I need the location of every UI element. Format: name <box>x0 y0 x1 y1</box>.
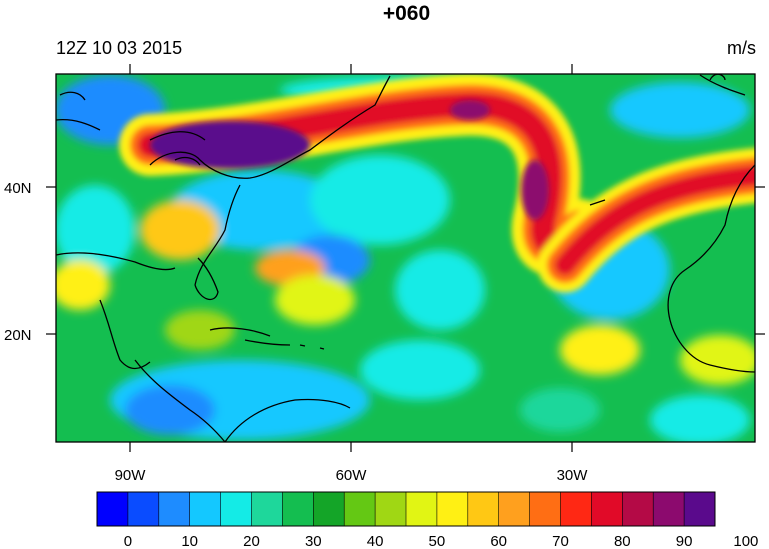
colorbar-swatch <box>97 492 129 526</box>
colorbar-swatch <box>560 492 592 526</box>
map-frame <box>55 73 756 443</box>
colorbar-swatch <box>344 492 376 526</box>
units-label: m/s <box>727 38 756 58</box>
map-title: +060 <box>382 2 431 25</box>
lon-label-60w: 60W <box>336 467 368 484</box>
wind-speed-field <box>56 74 755 442</box>
lon-label-30w: 30W <box>557 467 589 484</box>
colorbar-label: 40 <box>367 533 384 549</box>
colorbar-label: 100 <box>733 533 758 549</box>
valid-time: 12Z 10 03 2015 <box>56 38 183 58</box>
colorbar-swatch <box>406 492 438 526</box>
axis-ticks <box>46 64 765 452</box>
colorbar-swatch <box>127 492 160 526</box>
colorbar-swatch <box>529 492 561 526</box>
lat-label-20n: 20N <box>4 327 32 344</box>
colorbar-swatch <box>684 492 716 526</box>
colorbar-swatch <box>498 492 531 526</box>
colorbar-label: 0 <box>124 533 132 549</box>
lat-label-40n: 40N <box>4 180 32 197</box>
colorbar-swatch <box>220 492 252 526</box>
lon-label-90w: 90W <box>115 467 147 484</box>
colorbar-labels: 0 10 20 30 40 50 60 70 80 90 100 <box>124 533 759 549</box>
colorbar-swatch <box>251 492 283 526</box>
coastlines <box>56 74 755 442</box>
colorbar-swatch <box>622 492 654 526</box>
colorbar-label: 50 <box>429 533 446 549</box>
colorbar-swatch <box>653 492 685 526</box>
colorbar-swatch <box>467 492 500 526</box>
colorbar-label: 90 <box>676 533 693 549</box>
colorbar-swatch <box>591 492 623 526</box>
colorbar-swatch <box>375 492 407 526</box>
colorbar-swatch <box>189 492 222 526</box>
colorbar-swatch <box>158 492 191 526</box>
colorbar <box>96 491 716 527</box>
colorbar-label: 60 <box>490 533 507 549</box>
colorbar-swatch <box>282 492 314 526</box>
colorbar-swatch <box>436 492 469 526</box>
colorbar-label: 70 <box>552 533 569 549</box>
colorbar-label: 10 <box>181 533 198 549</box>
colorbar-label: 80 <box>614 533 631 549</box>
colorbar-swatch <box>313 492 345 526</box>
colorbar-label: 30 <box>305 533 322 549</box>
colorbar-label: 20 <box>243 533 260 549</box>
